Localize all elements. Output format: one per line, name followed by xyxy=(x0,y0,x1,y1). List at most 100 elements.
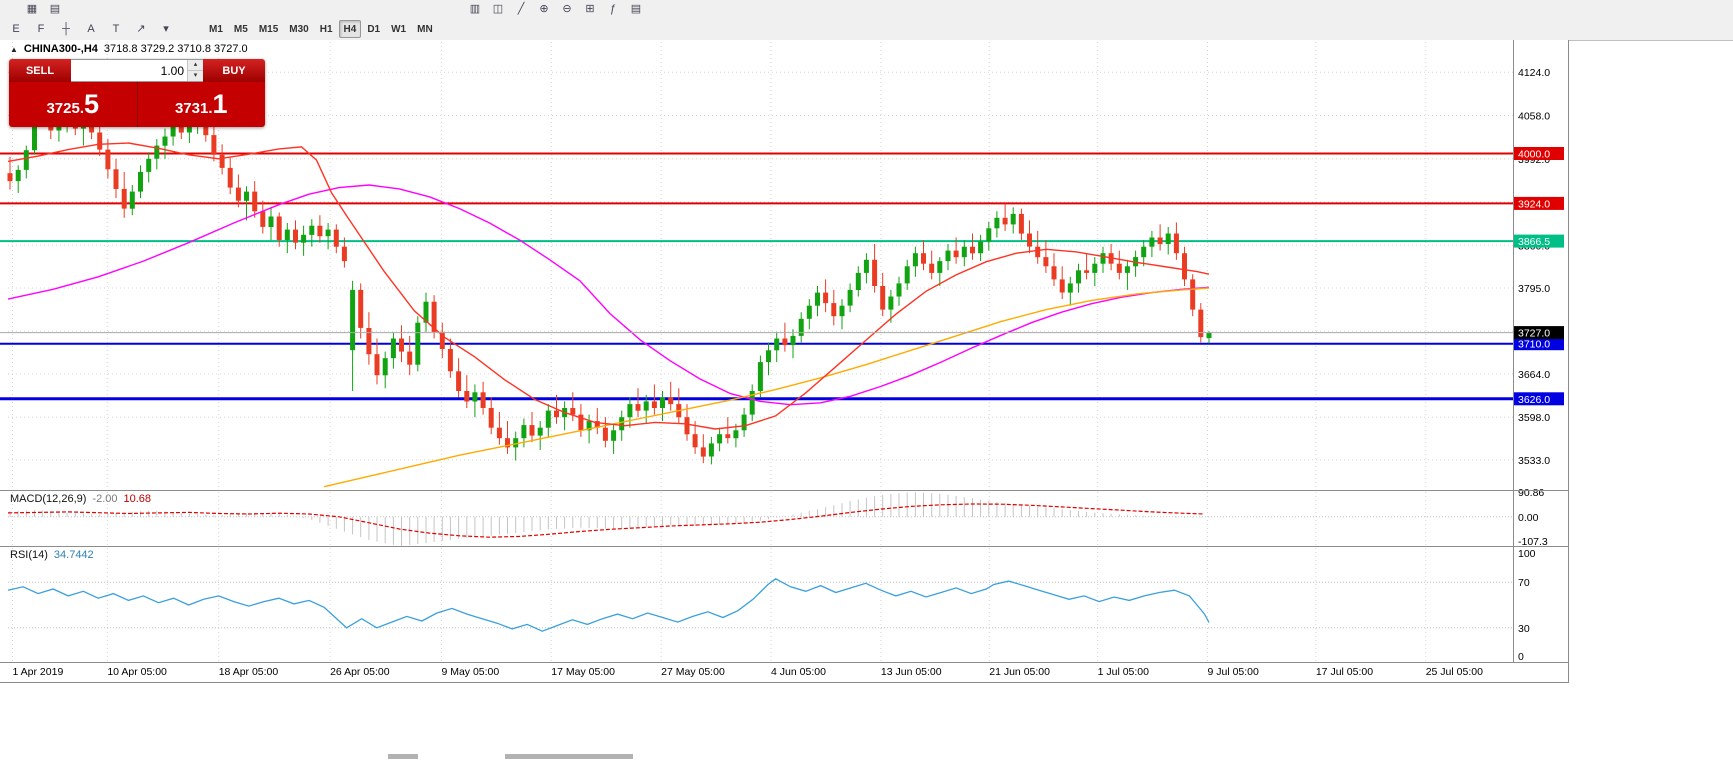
candle-body xyxy=(1206,332,1212,338)
candle-body xyxy=(390,338,396,359)
candle-body xyxy=(733,430,739,439)
one-click-collapse-button[interactable]: ▲ xyxy=(10,44,18,54)
timeframe-button-h1[interactable]: H1 xyxy=(315,20,338,38)
axis-label-3626.0[interactable] xyxy=(1514,392,1564,406)
candle-body xyxy=(782,338,788,346)
grid-f-icon[interactable]: F xyxy=(31,21,51,37)
tile-windows-icon[interactable]: ⊞ xyxy=(580,1,600,17)
candle-body xyxy=(1173,233,1179,254)
current-price-axis-label[interactable] xyxy=(1514,326,1564,340)
macd-axis-label: 0.00 xyxy=(1518,512,1539,524)
timeframe-button-m30[interactable]: M30 xyxy=(284,20,313,38)
timeframe-button-h4[interactable]: H4 xyxy=(338,20,362,38)
axis-label-3710.0[interactable] xyxy=(1514,337,1564,351)
timeframe-button-m15[interactable]: M15 xyxy=(254,20,283,38)
text-tool-icon[interactable]: A xyxy=(81,21,101,37)
candle-body xyxy=(986,228,992,242)
candle-body xyxy=(1141,246,1147,258)
candle-body xyxy=(138,171,143,192)
ma-long-orange xyxy=(323,287,1210,488)
chart-canvas[interactable]: 4124.04058.03992.03926.03860.03795.03729… xyxy=(0,40,1568,682)
candle-body xyxy=(945,250,951,262)
candlestick-chart-icon[interactable]: ◫ xyxy=(488,1,508,17)
new-chart-icon[interactable]: ▦ xyxy=(22,1,42,17)
axis-label-3924.0[interactable] xyxy=(1514,196,1564,210)
axis-label-4000.0[interactable] xyxy=(1514,147,1564,160)
candle-body xyxy=(1084,270,1090,273)
candle-body xyxy=(309,225,315,235)
candle-body xyxy=(847,289,853,306)
timeframe-button-d1[interactable]: D1 xyxy=(362,20,385,38)
candle-body xyxy=(1027,233,1032,247)
candle-body xyxy=(456,371,462,391)
macd-main-value: -2.00 xyxy=(92,493,118,505)
timeframe-button-m1[interactable]: M1 xyxy=(204,20,228,38)
sell-price[interactable]: 3725. 5 xyxy=(9,91,137,118)
macd-indicator-label: MACD(12,26,9) -2.00 10.68 xyxy=(10,493,151,505)
buy-button[interactable]: BUY xyxy=(203,59,265,82)
sell-button[interactable]: SELL xyxy=(9,59,71,82)
arrow-tool-dropdown-icon[interactable]: ▾ xyxy=(156,21,176,37)
arrow-tool-icon[interactable]: ↗ xyxy=(131,21,151,37)
candle-body xyxy=(1059,279,1065,293)
axis-label-3924.0-text: 3924.0 xyxy=(1518,198,1550,210)
candle-body xyxy=(790,335,796,346)
candle-body xyxy=(1182,253,1187,280)
indicators-icon[interactable]: ƒ xyxy=(603,1,623,17)
volume-field[interactable]: 1.00 ▴ ▾ xyxy=(71,59,203,82)
candle-body xyxy=(244,191,249,201)
candle-body xyxy=(496,427,502,439)
candle-body xyxy=(488,408,494,428)
timeframe-button-m5[interactable]: M5 xyxy=(229,20,253,38)
time-axis-label: 1 Jul 05:00 xyxy=(1098,666,1150,678)
chart-ohlc-values: 3718.8 3729.2 3710.8 3727.0 xyxy=(103,43,248,55)
zoom-in-icon[interactable]: ⊕ xyxy=(534,1,554,17)
toolbar-row-2: E F ┼ A T ↗ ▾ M1 M5 M15 M30 H1 H4 D1 W1 MN xyxy=(0,18,1733,41)
macd-name: MACD(12,26,9) xyxy=(10,493,87,505)
time-axis-label: 18 Apr 05:00 xyxy=(219,666,279,678)
line-chart-icon[interactable]: ╱ xyxy=(511,1,531,17)
trade-panel-prices: 3725. 5 3731. 1 xyxy=(9,82,265,127)
expert-e-icon[interactable]: E xyxy=(6,21,26,37)
candle-body xyxy=(472,392,478,402)
candle-body xyxy=(464,391,470,402)
volume-up-icon[interactable]: ▴ xyxy=(188,60,203,71)
axis-label-3866.5[interactable] xyxy=(1514,234,1564,248)
volume-value[interactable]: 1.00 xyxy=(160,63,184,78)
templates-icon[interactable]: ▤ xyxy=(626,1,646,17)
time-axis-label: 17 Jul 05:00 xyxy=(1316,666,1373,678)
timeframe-button-w1[interactable]: W1 xyxy=(386,20,411,38)
candle-body xyxy=(113,169,119,189)
candle-body xyxy=(521,425,527,439)
candle-body xyxy=(1190,279,1196,310)
crosshair-icon[interactable]: ┼ xyxy=(56,21,76,37)
candle-body xyxy=(284,229,290,241)
macd-signal-line xyxy=(7,503,1205,538)
buy-price[interactable]: 3731. 1 xyxy=(138,91,266,118)
volume-spinner: ▴ ▾ xyxy=(187,60,203,81)
candle-body xyxy=(358,289,364,328)
candle-body xyxy=(350,289,356,351)
one-click-trading-panel: SELL 1.00 ▴ ▾ BUY 3725. 5 3731. xyxy=(9,59,265,127)
candle-body xyxy=(301,234,307,243)
buy-price-big-digit: 1 xyxy=(212,89,228,119)
sell-price-big-digit: 5 xyxy=(84,89,100,119)
candle-body xyxy=(921,253,926,264)
candle-body xyxy=(1198,309,1204,338)
candle-body xyxy=(741,414,747,431)
candle-body xyxy=(186,123,192,133)
price-axis-label: 4124.0 xyxy=(1518,67,1550,79)
candle-body xyxy=(619,417,625,431)
candle-body xyxy=(912,253,918,267)
zoom-out-icon[interactable]: ⊖ xyxy=(557,1,577,17)
profiles-icon[interactable]: ▤ xyxy=(45,1,65,17)
toolbar-left-icon-group: ▦ ▤ xyxy=(22,1,65,17)
bar-chart-icon[interactable]: ▥ xyxy=(465,1,485,17)
candle-body xyxy=(219,154,225,168)
time-axis-label: 25 Jul 05:00 xyxy=(1426,666,1483,678)
textbox-tool-icon[interactable]: T xyxy=(106,21,126,37)
volume-down-icon[interactable]: ▾ xyxy=(188,71,203,81)
timeframe-button-mn[interactable]: MN xyxy=(412,20,438,38)
candle-body xyxy=(823,292,829,304)
candle-body xyxy=(970,246,975,254)
